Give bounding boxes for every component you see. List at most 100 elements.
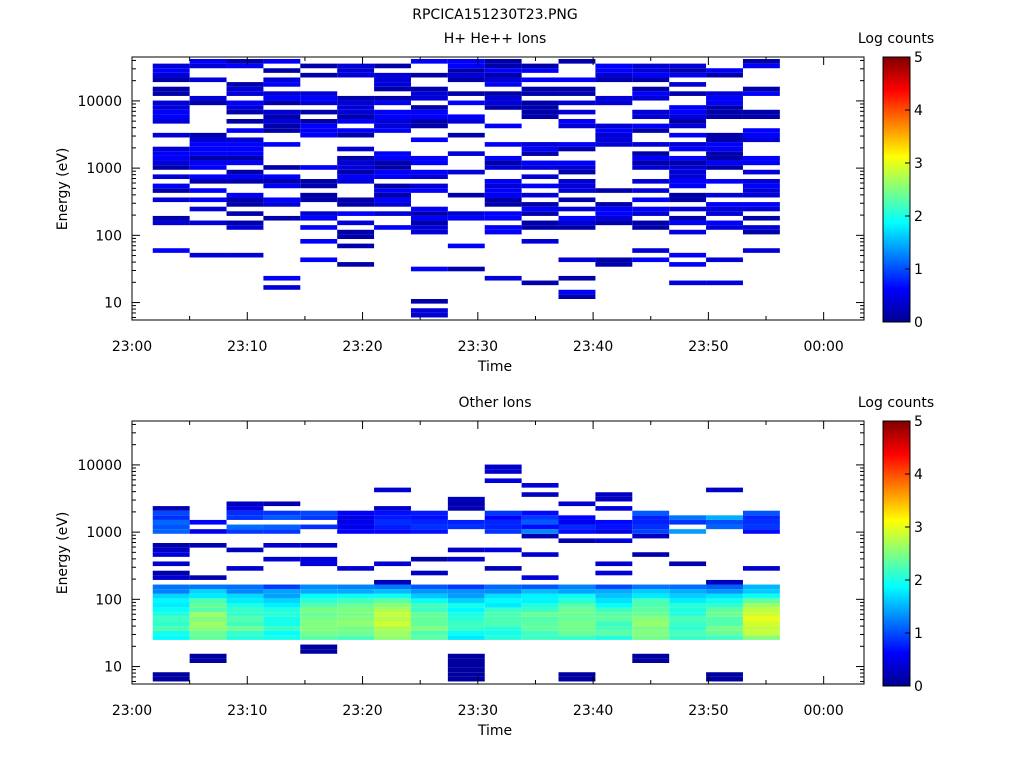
heatmap-cell (706, 589, 743, 594)
heatmap-cell (706, 612, 743, 617)
heatmap-cell (521, 621, 559, 627)
heatmap-cell (263, 621, 301, 627)
heatmap-cell (337, 584, 375, 590)
y-tick-label: 1000 (86, 161, 122, 177)
heatmap-cell (742, 59, 780, 64)
heatmap-cell (374, 100, 411, 106)
heatmap-cell (595, 128, 633, 133)
heatmap-cell (669, 616, 707, 622)
heatmap-cell (706, 603, 743, 608)
heatmap-cell (484, 59, 522, 64)
heatmap-cell (226, 616, 264, 622)
heatmap-cell (447, 676, 485, 682)
heatmap-cells (152, 464, 780, 682)
heatmap-cells (152, 59, 780, 318)
heatmap-cell (152, 616, 190, 622)
heatmap-cell (742, 192, 780, 198)
heatmap-cell (189, 77, 227, 83)
heatmap-cell (447, 612, 485, 617)
heatmap-cell (484, 630, 522, 636)
heatmap-cell (410, 91, 448, 96)
heatmap-cell (447, 63, 485, 69)
heatmap-cell (484, 607, 522, 613)
heatmap-cell (226, 626, 264, 631)
heatmap-cell (742, 607, 780, 613)
heatmap-cell (521, 151, 559, 156)
heatmap-cell (558, 188, 596, 193)
heatmap-cell (410, 570, 448, 576)
heatmap-cell (706, 630, 743, 636)
heatmap-cell (410, 211, 448, 216)
heatmap-cell (152, 105, 190, 110)
heatmap-cell (410, 183, 448, 189)
heatmap-cell (300, 584, 338, 590)
heatmap-cell (742, 515, 780, 520)
heatmap-cell (410, 626, 448, 631)
y-tick-label: 10 (104, 660, 122, 676)
heatmap-cell (337, 510, 375, 516)
heatmap-cell (558, 91, 596, 96)
heatmap-cell (484, 616, 522, 622)
heatmap-cell (263, 183, 301, 189)
heatmap-cell (152, 510, 190, 516)
heatmap-cell (706, 672, 743, 677)
heatmap-cell (374, 579, 411, 585)
heatmap-cell (484, 100, 522, 106)
heatmap-cell (595, 570, 633, 576)
colorbar-gradient (882, 56, 911, 323)
heatmap-cell (484, 68, 522, 73)
heatmap-cell (189, 630, 227, 636)
heatmap-cell (632, 515, 670, 520)
x-tick-label: 23:50 (688, 703, 728, 719)
heatmap-cell (742, 229, 780, 235)
heatmap-cell (189, 137, 227, 143)
heatmap-cell (374, 529, 411, 534)
heatmap-cell (669, 142, 707, 147)
heatmap-cell (706, 579, 743, 585)
heatmap-cell (410, 220, 448, 226)
heatmap-cell (300, 215, 338, 221)
heatmap-cell (263, 77, 301, 83)
heatmap-cell (263, 123, 301, 129)
heatmap-cell (189, 603, 227, 608)
heatmap-cell (447, 132, 485, 138)
heatmap-cell (595, 630, 633, 636)
heatmap-cell (706, 72, 743, 78)
heatmap-cell (152, 160, 190, 166)
heatmap-cell (706, 524, 743, 530)
heatmap-cell (374, 183, 411, 189)
heatmap-cell (374, 160, 411, 166)
heatmap-cell (374, 515, 411, 520)
heatmap-cell (189, 612, 227, 617)
heatmap-cell (595, 137, 633, 143)
heatmap-cell (226, 63, 264, 69)
heatmap-cell (152, 77, 190, 83)
heatmap-cell (447, 603, 485, 608)
heatmap-cell (189, 132, 227, 138)
heatmap-cell (742, 225, 780, 230)
heatmap-cell (300, 607, 338, 613)
x-tick-label: 00:00 (803, 703, 843, 719)
heatmap-cell (632, 658, 670, 663)
heatmap-cell (410, 635, 448, 640)
heatmap-cell (374, 128, 411, 133)
heatmap-cell (410, 188, 448, 193)
y-tick-label: 10 (104, 296, 122, 312)
heatmap-cell (669, 91, 707, 96)
heatmap-cell (189, 155, 227, 161)
heatmap-cell (226, 630, 264, 636)
heatmap-cell (632, 653, 670, 659)
heatmap-cell (300, 603, 338, 608)
heatmap-cell (300, 100, 338, 106)
heatmap-cell (742, 183, 780, 189)
heatmap-cell (189, 658, 227, 663)
heatmap-cell (521, 206, 559, 212)
heatmap-cell (263, 202, 301, 207)
heatmap-cell (632, 584, 670, 590)
x-axis-label: Time (477, 359, 512, 375)
heatmap-cell (300, 644, 338, 650)
heatmap-cell (595, 519, 633, 525)
heatmap-cell (189, 607, 227, 613)
heatmap-cell (706, 202, 743, 207)
heatmap-cell (410, 123, 448, 129)
